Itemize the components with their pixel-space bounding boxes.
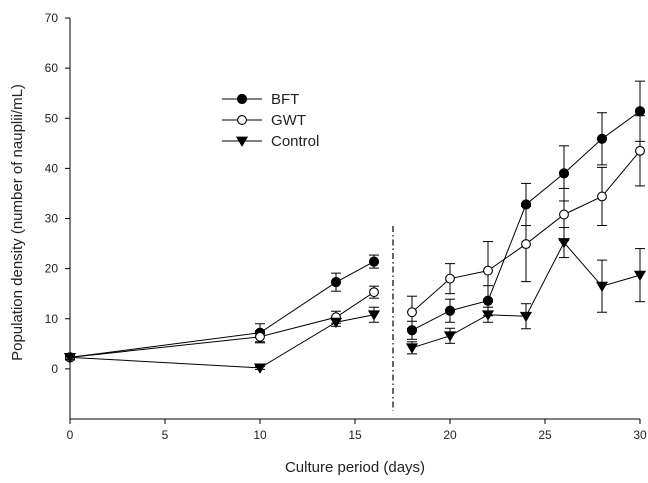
data-point-control xyxy=(329,317,343,329)
x-tick-label: 5 xyxy=(162,428,169,442)
x-tick-label: 10 xyxy=(253,428,267,442)
x-axis-title: Culture period (days) xyxy=(285,459,425,476)
data-point-gwt xyxy=(255,331,265,342)
series-line-control xyxy=(69,314,375,369)
x-tick-label: 30 xyxy=(633,428,647,442)
data-point-gwt xyxy=(445,273,455,284)
data-point-control xyxy=(367,310,381,321)
legend-marker-control xyxy=(235,136,249,147)
data-point-control xyxy=(633,270,647,282)
legend-label-gwt: GWT xyxy=(271,112,306,129)
legend-marker-gwt xyxy=(237,115,247,125)
series-line-gwt xyxy=(69,291,375,358)
data-point-control xyxy=(63,352,77,364)
data-point-gwt xyxy=(407,307,417,318)
data-point-control xyxy=(443,331,457,342)
data-point-control xyxy=(557,238,571,249)
y-axis-title: Population density (number of nauplii/mL… xyxy=(9,84,26,361)
data-point-gwt xyxy=(369,287,379,298)
series-line-bft xyxy=(69,261,375,358)
data-point-control xyxy=(481,310,495,321)
y-tick-label: 50 xyxy=(45,111,59,125)
x-tick-label: 25 xyxy=(538,428,552,442)
legend: BFT GWT Control xyxy=(222,91,319,150)
data-point-control xyxy=(253,363,267,374)
data-point-control xyxy=(595,281,609,293)
y-tick-label: 70 xyxy=(45,11,59,25)
series-gwt xyxy=(65,115,645,363)
y-tick-label: 0 xyxy=(51,362,58,376)
data-point-gwt xyxy=(559,209,569,220)
legend-label-bft: BFT xyxy=(271,91,299,108)
data-point-bft xyxy=(444,305,456,316)
x-tick-label: 0 xyxy=(67,428,74,442)
series-layer xyxy=(63,80,647,374)
data-point-control xyxy=(519,311,533,323)
data-point-gwt xyxy=(597,191,607,202)
data-point-bft xyxy=(330,277,342,288)
data-point-bft xyxy=(558,168,570,179)
data-point-control xyxy=(405,343,419,354)
data-point-gwt xyxy=(483,265,493,276)
series-bft xyxy=(64,80,646,363)
axes: 0 5 10 15 20 25 30 0 10 20 30 40 50 60 70 xyxy=(45,11,647,442)
legend-label-control: Control xyxy=(271,133,319,150)
x-tick-label: 15 xyxy=(348,428,362,442)
data-point-bft xyxy=(634,106,646,117)
x-tick-label: 20 xyxy=(443,428,457,442)
y-tick-label: 60 xyxy=(45,61,59,75)
y-tick-label: 10 xyxy=(45,312,59,326)
y-tick-label: 40 xyxy=(45,161,59,175)
y-tick-label: 20 xyxy=(45,262,59,276)
data-point-gwt xyxy=(635,145,645,156)
data-point-bft xyxy=(596,133,608,144)
series-control xyxy=(63,227,647,374)
data-point-gwt xyxy=(521,239,531,250)
y-tick-label: 30 xyxy=(45,212,59,226)
data-point-bft xyxy=(368,256,380,267)
legend-marker-bft xyxy=(236,93,248,105)
